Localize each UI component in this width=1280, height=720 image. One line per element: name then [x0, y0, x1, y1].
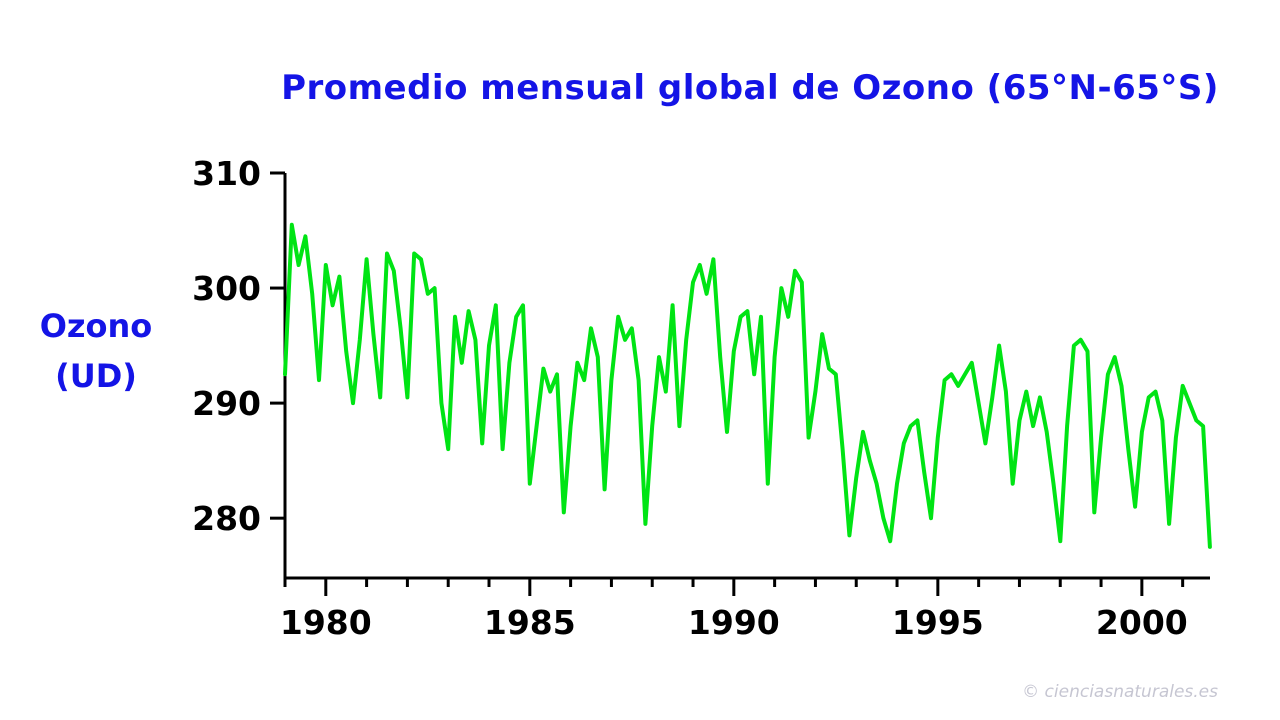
x-tick-label: 1980: [280, 603, 372, 642]
ozone-series-line: [283, 222, 1212, 549]
y-tick-label: 280: [192, 499, 261, 538]
watermark: © cienciasnaturales.es: [1022, 682, 1218, 702]
y-axis-title-line2: (UD): [55, 356, 137, 395]
y-axis-title-line1: Ozono: [39, 307, 153, 345]
y-tick-label: 310: [192, 154, 261, 193]
y-axis-title: Ozono (UD): [6, 302, 186, 401]
x-tick-label: 1985: [484, 603, 576, 642]
chart-title: Promedio mensual global de Ozono (65°N-6…: [281, 68, 1219, 108]
x-tick-label: 2000: [1096, 603, 1188, 642]
x-tick-label: 1990: [688, 603, 780, 642]
y-tick-label: 300: [192, 269, 261, 308]
tick-labels: 280 290 300 310 1980 1985 1990 1995 2000: [192, 154, 1188, 642]
x-tick-label: 1995: [892, 603, 984, 642]
tick-marks: [270, 171, 1185, 596]
y-tick-label: 290: [192, 384, 261, 423]
